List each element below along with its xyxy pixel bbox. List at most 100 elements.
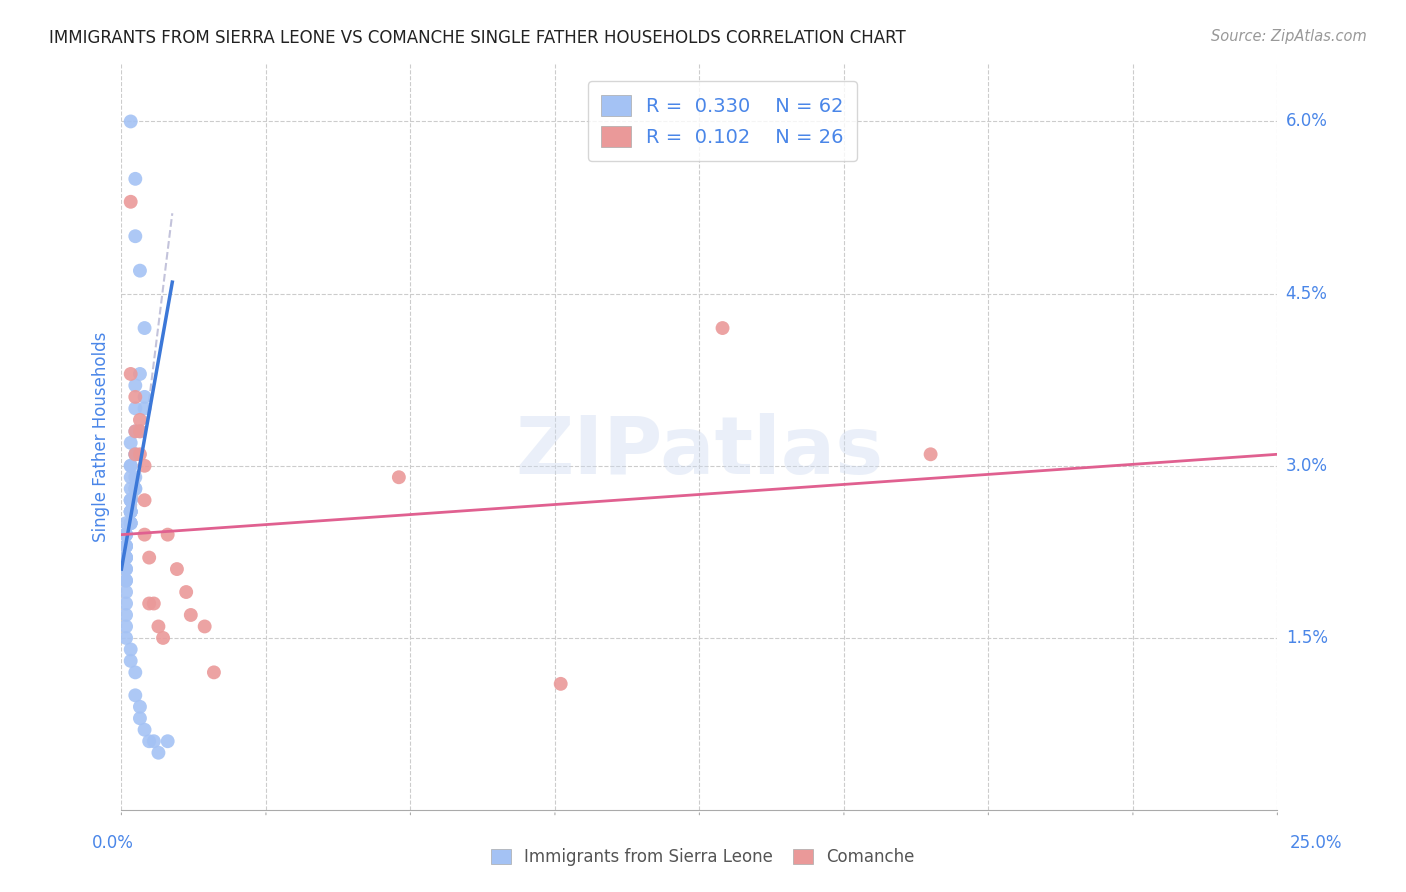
Point [115,516,138,531]
Point [124,447,146,461]
Point [120,505,142,519]
Point [148,619,170,633]
Text: IMMIGRANTS FROM SIERRA LEONE VS COMANCHE SINGLE FATHER HOUSEHOLDS CORRELATION CH: IMMIGRANTS FROM SIERRA LEONE VS COMANCHE… [49,29,905,46]
Legend: R =  0.330    N = 62, R =  0.102    N = 26: R = 0.330 N = 62, R = 0.102 N = 26 [588,81,858,161]
Point [148,746,170,760]
Point [134,527,156,541]
Point [129,711,152,725]
Point [115,585,138,599]
Point [115,550,138,565]
Point [120,194,142,209]
Point [120,493,142,508]
Point [115,539,138,553]
Point [115,527,138,541]
Point [156,734,179,748]
Point [152,631,174,645]
Point [388,470,411,484]
Point [120,505,142,519]
Point [124,482,146,496]
Point [120,470,142,484]
Point [115,539,138,553]
Text: Source: ZipAtlas.com: Source: ZipAtlas.com [1211,29,1367,44]
Point [124,390,146,404]
Point [120,493,142,508]
Point [115,631,138,645]
Point [120,435,142,450]
Y-axis label: Single Father Households: Single Father Households [93,332,110,542]
Point [174,585,197,599]
Point [124,482,146,496]
Point [120,505,142,519]
Point [124,401,146,416]
Point [120,367,142,381]
Point [120,516,142,531]
Point [129,425,152,439]
Point [711,321,734,335]
Point [129,425,152,439]
Point [115,550,138,565]
Point [115,562,138,576]
Point [115,539,138,553]
Point [124,425,146,439]
Point [138,734,160,748]
Text: 0.0%: 0.0% [91,834,134,852]
Point [120,516,142,531]
Text: 1.5%: 1.5% [1285,629,1327,647]
Point [124,447,146,461]
Point [124,470,146,484]
Point [120,482,142,496]
Point [134,493,156,508]
Point [120,458,142,473]
Point [134,390,156,404]
Point [129,367,152,381]
Point [134,458,156,473]
Point [115,574,138,588]
Legend: Immigrants from Sierra Leone, Comanche: Immigrants from Sierra Leone, Comanche [485,842,921,873]
Point [124,425,146,439]
Point [129,413,152,427]
Point [120,114,142,128]
Text: 6.0%: 6.0% [1285,112,1327,130]
Point [124,447,146,461]
Point [120,654,142,668]
Point [120,458,142,473]
Text: ZIPatlas: ZIPatlas [515,413,883,491]
Text: 25.0%: 25.0% [1291,834,1343,852]
Point [120,493,142,508]
Point [120,516,142,531]
Point [115,574,138,588]
Point [202,665,225,680]
Point [124,171,146,186]
Point [115,619,138,633]
Point [129,263,152,277]
Point [142,734,165,748]
Point [115,527,138,541]
Point [129,447,152,461]
Point [124,665,146,680]
Point [115,562,138,576]
Point [920,447,942,461]
Point [138,597,160,611]
Point [166,562,188,576]
Point [180,607,202,622]
Point [120,642,142,657]
Point [115,527,138,541]
Point [115,550,138,565]
Point [550,677,572,691]
Point [134,321,156,335]
Point [129,699,152,714]
Point [115,597,138,611]
Point [124,229,146,244]
Point [138,550,160,565]
Point [134,401,156,416]
Point [120,505,142,519]
Point [124,689,146,703]
Point [194,619,217,633]
Point [124,378,146,392]
Point [134,723,156,737]
Point [142,597,165,611]
Text: 4.5%: 4.5% [1285,285,1327,302]
Text: 3.0%: 3.0% [1285,457,1327,475]
Point [156,527,179,541]
Point [115,607,138,622]
